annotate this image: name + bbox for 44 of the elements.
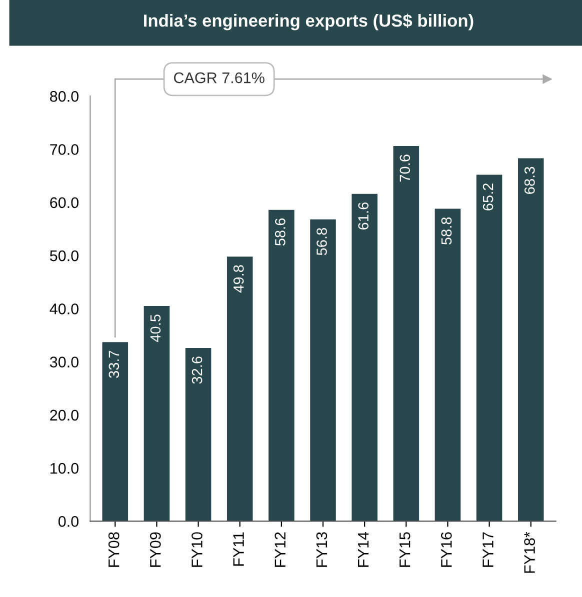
y-tick-label: 50.0 (50, 250, 79, 262)
y-tick-label: 80.0 (50, 90, 79, 102)
data-label: 65.2 (482, 183, 494, 210)
data-label: 58.8 (441, 217, 452, 245)
x-tick-label: FY13 (316, 532, 328, 567)
data-label: 68.3 (524, 166, 535, 194)
data-label: 58.6 (275, 218, 286, 246)
data-label: 40.5 (150, 314, 161, 342)
data-label: 61.6 (358, 202, 368, 230)
data-label: 70.6 (400, 154, 410, 182)
x-tick-label: FY14 (358, 532, 369, 567)
x-tick-label: FY10 (192, 532, 202, 567)
bar (352, 194, 378, 522)
data-label: 49.8 (233, 265, 244, 293)
bar (476, 174, 502, 522)
y-tick-label: 20.0 (50, 410, 79, 421)
data-label: 33.7 (108, 350, 120, 378)
x-tick-label: FY12 (274, 532, 286, 567)
data-label: 56.8 (316, 228, 327, 256)
y-tick-label: 10.0 (50, 462, 79, 474)
bar (310, 219, 336, 522)
x-tick-label: FY09 (150, 532, 161, 567)
bar (268, 210, 294, 522)
y-tick-label: 40.0 (50, 304, 79, 314)
bar (518, 158, 544, 522)
y-tick-label: 60.0 (50, 197, 79, 208)
x-tick-label: FY08 (108, 532, 120, 567)
bar (434, 208, 461, 522)
y-tick-label: 70.0 (50, 144, 79, 155)
chart-title: India’s engineering exports (US$ billion) (144, 14, 474, 30)
bar (144, 306, 170, 522)
x-tick-label: FY18* (524, 532, 535, 573)
x-tick-label: FY16 (441, 532, 452, 567)
bar (393, 146, 420, 522)
x-tick-label: FY15 (400, 532, 410, 567)
x-tick-label: FY11 (233, 532, 244, 566)
x-tick-label: FY17 (482, 532, 494, 567)
bar (226, 256, 253, 522)
bar (185, 348, 212, 522)
y-tick-label: 0.0 (58, 516, 79, 527)
text: CAGR 7.61% (174, 72, 264, 84)
bar (102, 342, 128, 522)
data-label: 32.6 (192, 356, 202, 384)
y-tick-label: 30.0 (50, 356, 79, 368)
